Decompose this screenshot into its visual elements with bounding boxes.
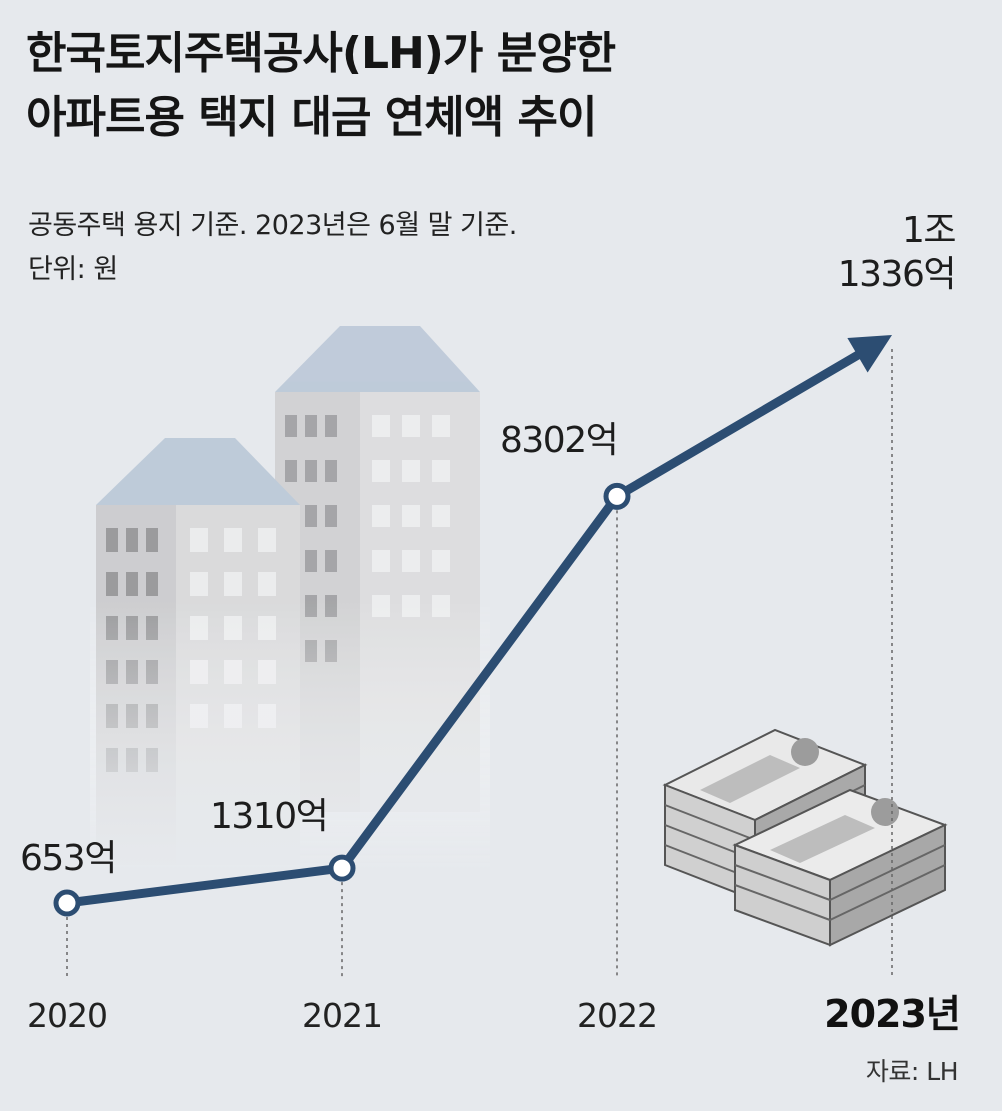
note-line-1: 공동주택 용지 기준. 2023년은 6월 말 기준.	[28, 210, 517, 241]
title-line-1: 한국토지주택공사(LH)가 분양한	[26, 28, 616, 79]
title-line-2: 아파트용 택지 대금 연체액 추이	[26, 92, 598, 143]
source-note: 자료: LH	[865, 1057, 959, 1086]
chart-note: 공동주택 용지 기준. 2023년은 6월 말 기준. 단위: 원	[28, 204, 788, 292]
trend-arrow-head	[847, 335, 892, 373]
apartment-buildings-illustration	[90, 326, 490, 870]
data-label-2021: 1310억	[210, 796, 327, 837]
x-tick-2022: 2022	[577, 996, 657, 1035]
data-label-2022: 8302억	[500, 420, 617, 461]
x-tick-2021: 2021	[302, 996, 382, 1035]
series-line	[62, 348, 866, 908]
data-point-2022	[603, 482, 631, 510]
data-label-2020: 653억	[20, 838, 116, 879]
data-point-2021	[328, 854, 356, 882]
money-stack-illustration	[662, 728, 948, 947]
x-tick-2020: 2020	[27, 996, 107, 1035]
note-line-2: 단위: 원	[28, 254, 118, 285]
data-label-2023년: 1조 1336억	[838, 210, 956, 295]
data-point-2020	[53, 889, 81, 917]
chart-title: 한국토지주택공사(LH)가 분양한 아파트용 택지 대금 연체액 추이	[26, 22, 976, 150]
x-tick-2023년: 2023년	[824, 992, 960, 1036]
